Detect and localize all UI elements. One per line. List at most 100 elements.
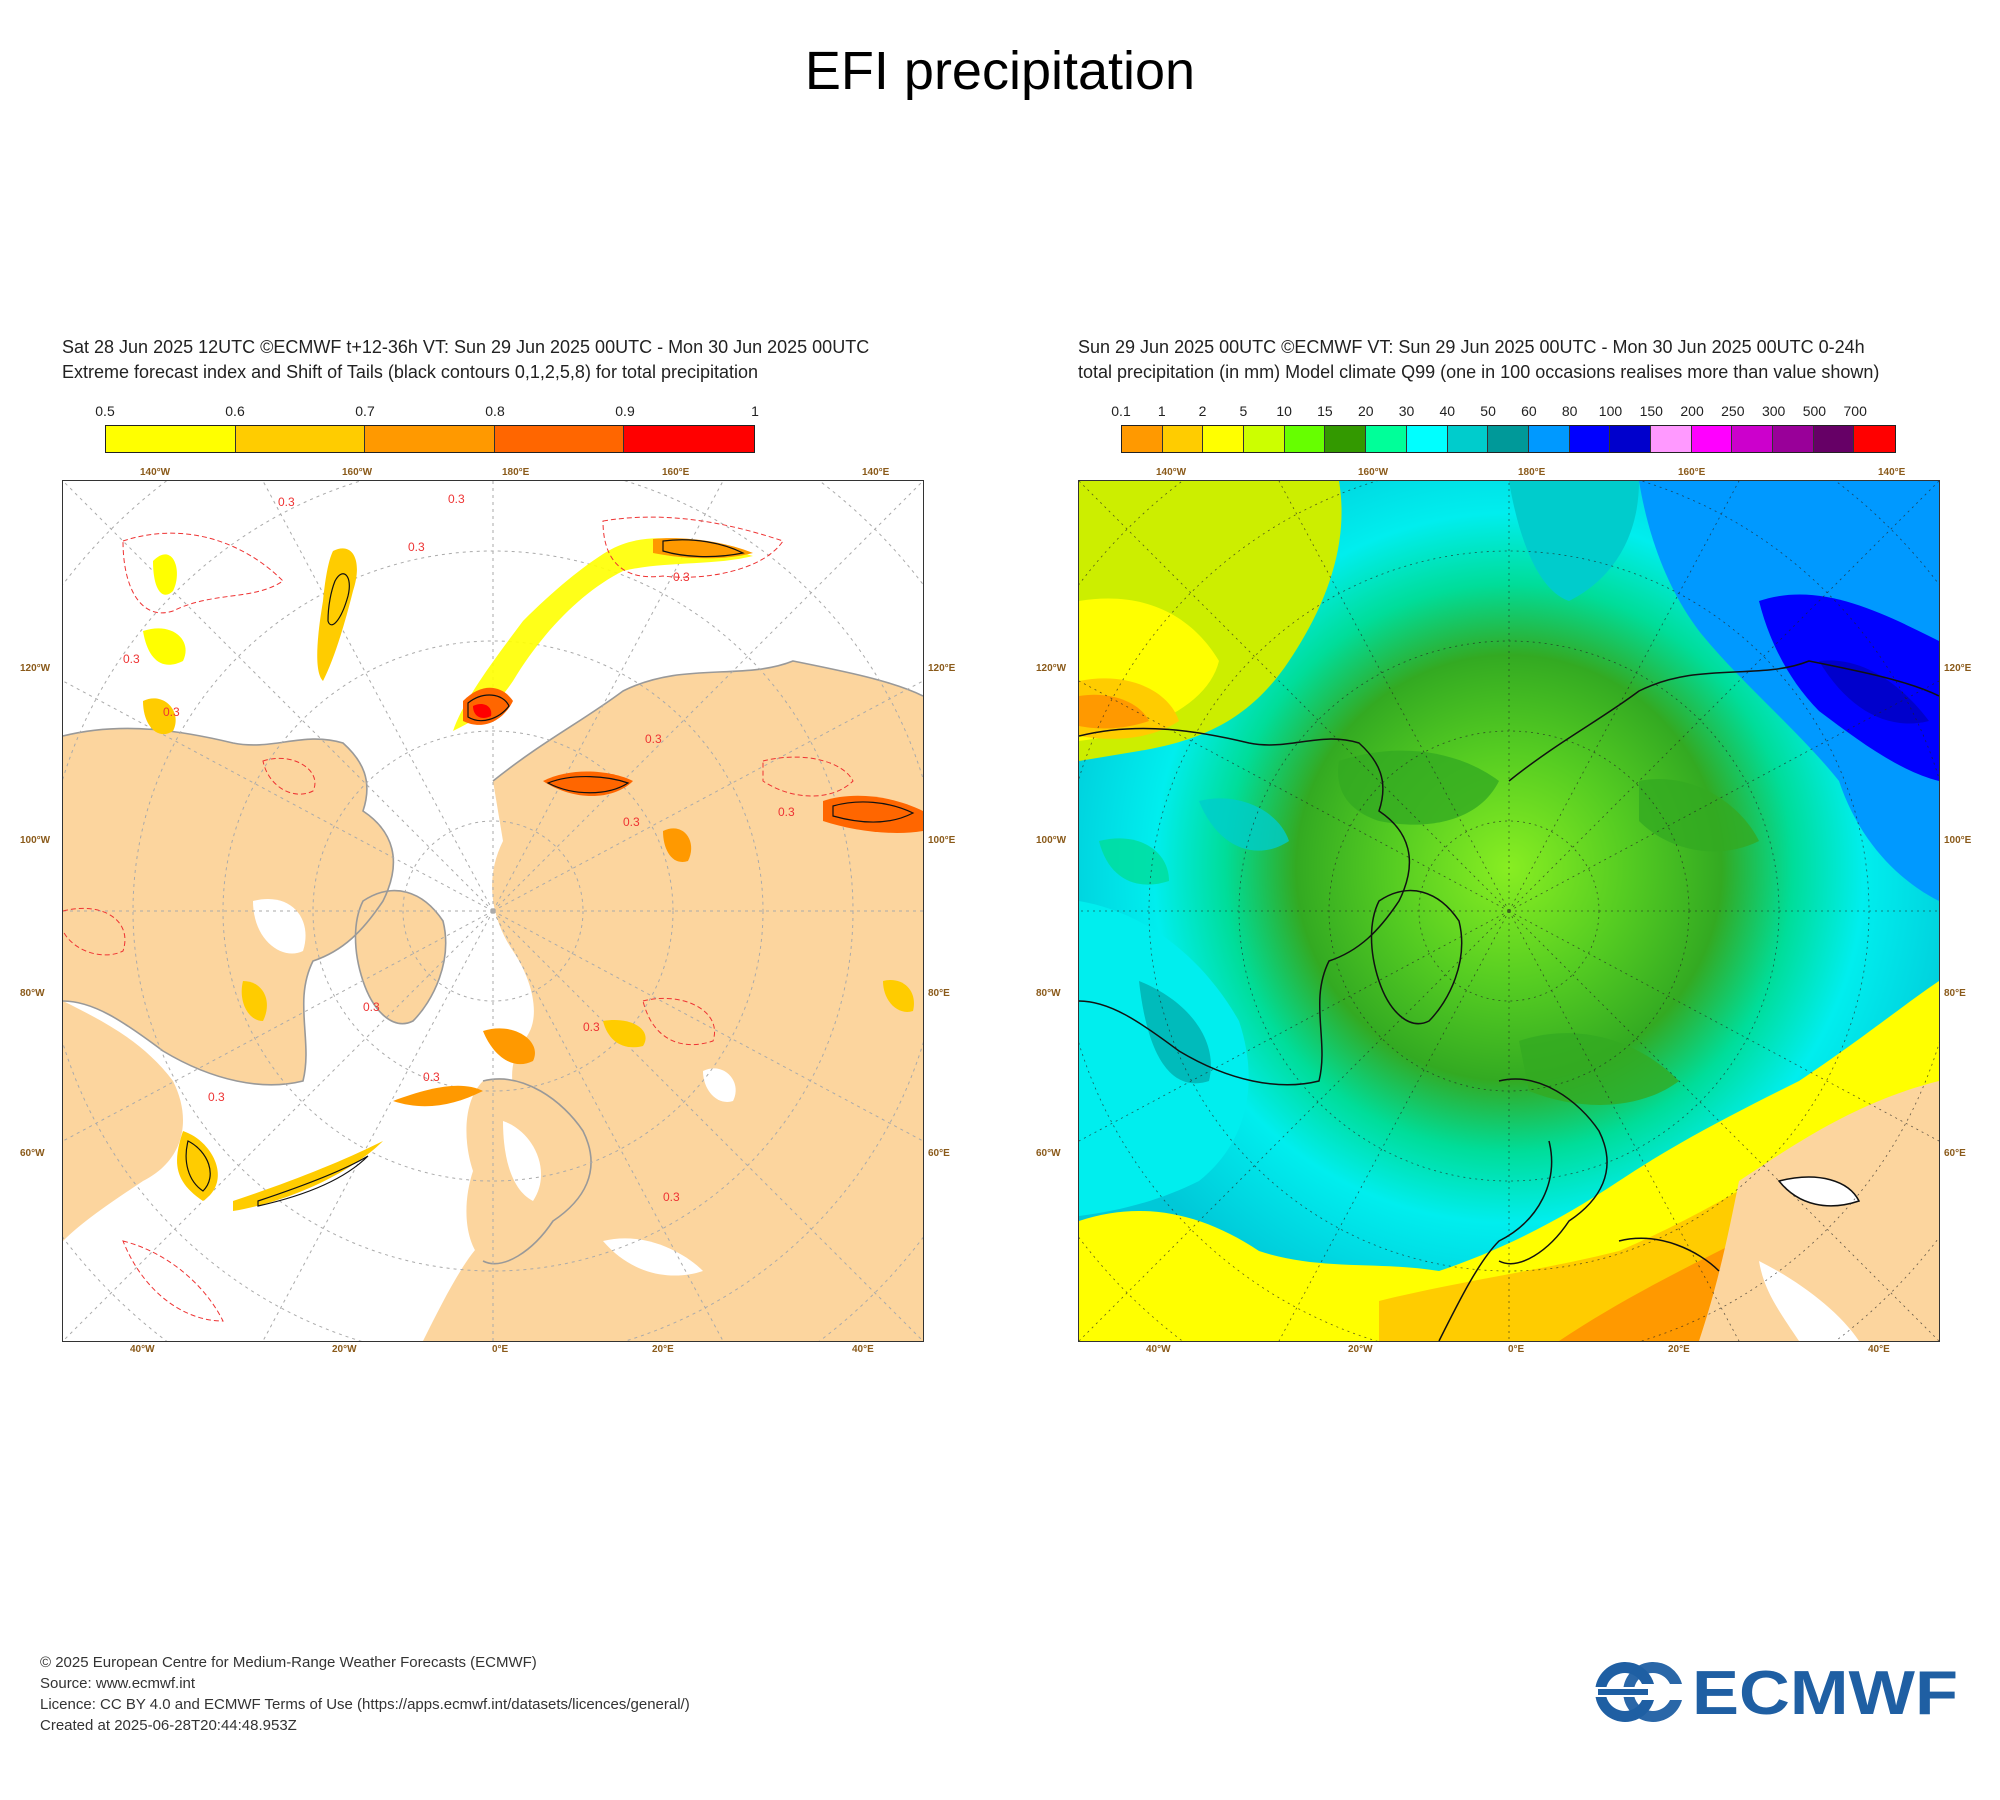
degree-label-right: 80°E (928, 988, 950, 999)
colorbar-label: 300 (1761, 403, 1786, 419)
contour-label: 0.3 (583, 1020, 600, 1034)
contour-label: 0.3 (123, 652, 140, 666)
contour-label: 0.3 (673, 570, 690, 584)
colorbar-label: 0.7 (355, 403, 375, 419)
colorbar-box (1366, 426, 1407, 452)
colorbar-label: 1 (1157, 403, 1166, 419)
colorbar-box (1122, 426, 1163, 452)
efi-map-canvas: 0.3 0.3 0.3 0.3 0.3 0.3 0.3 0.3 0.3 0.3 0.3 0.3 0.3 0… (63, 481, 923, 1341)
colorbar-box (1691, 426, 1733, 452)
degree-label-top: 140°W (1156, 467, 1187, 478)
degree-label-left: 120°W (1036, 663, 1067, 674)
degree-label-bottom: 0°E (492, 1344, 509, 1355)
footer-licence: Licence: CC BY 4.0 and ECMWF Terms of Us… (40, 1696, 690, 1713)
colorbar-box (1773, 426, 1814, 452)
colorbar-label: 1 (751, 403, 759, 419)
efi-colorbar-boxes (105, 425, 755, 453)
degree-label-left: 80°W (1036, 988, 1061, 999)
colorbar-box (1650, 426, 1692, 452)
footer-credits: © 2025 European Centre for Medium-Range … (40, 1652, 690, 1736)
colorbar-box (1528, 426, 1570, 452)
colorbar-label: 0.9 (615, 403, 635, 419)
q99-title-line2: total precipitation (in mm) Model climat… (1078, 362, 1880, 382)
contour-label: 0.3 (208, 1090, 225, 1104)
degree-label-right: 60°E (1944, 1148, 1966, 1159)
degree-label-left: 60°W (1036, 1148, 1061, 1159)
svg-text:ECMWF: ECMWF (1692, 1660, 1958, 1724)
colorbar-box (1813, 426, 1855, 452)
degree-label-right: 120°E (928, 663, 956, 674)
degree-label-top: 180°E (502, 467, 530, 478)
degree-label-left: 120°W (20, 663, 51, 674)
colorbar-label: 15 (1317, 403, 1333, 419)
degree-label-right: 80°E (1944, 988, 1966, 999)
q99-title-line1: Sun 29 Jun 2025 00UTC ©ECMWF VT: Sun 29 … (1078, 337, 1865, 357)
degree-label-left: 80°W (20, 988, 45, 999)
colorbar-label: 20 (1357, 403, 1374, 419)
colorbar-label: 80 (1561, 403, 1578, 419)
colorbar-box (1162, 426, 1204, 452)
contour-label: 0.3 (663, 1190, 680, 1204)
degree-label-top: 180°E (1518, 467, 1546, 478)
footer-created: Created at 2025-06-28T20:44:48.953Z (40, 1717, 297, 1734)
contour-label: 0.3 (278, 495, 295, 509)
degree-label-top: 160°E (1678, 467, 1706, 478)
colorbar-label: 200 (1680, 403, 1704, 419)
footer-source: Source: www.ecmwf.int (40, 1675, 196, 1692)
degree-label-bottom: 20°W (1348, 1344, 1373, 1355)
colorbar-box (1244, 426, 1285, 452)
degree-label-left: 60°W (20, 1148, 45, 1159)
q99-colorbar-boxes (1121, 425, 1896, 453)
colorbar-label: 100 (1598, 403, 1623, 419)
colorbar-box (1447, 426, 1489, 452)
colorbar-label: 0.8 (485, 403, 505, 419)
efi-colorbar: 0.5 0.6 0.7 0.8 0.9 1 (95, 403, 759, 453)
degree-label-top: 160°W (342, 467, 373, 478)
land-north-america-south (63, 1001, 183, 1241)
colorbar-label: 150 (1639, 403, 1663, 419)
ecmwf-logo: ECMWF (1592, 1659, 1962, 1728)
colorbar-box (624, 426, 754, 452)
colorbar-label: 2 (1198, 403, 1207, 419)
degree-label-right: 60°E (928, 1148, 950, 1159)
colorbar-box (365, 426, 495, 452)
contour-label: 0.3 (623, 815, 640, 829)
ecmwf-logo-icon: ECMWF (1592, 1659, 1958, 1728)
degree-label-bottom: 40°W (130, 1344, 155, 1355)
contour-label: 0.3 (163, 705, 180, 719)
degree-label-bottom: 20°E (1668, 1344, 1690, 1355)
colorbar-box (1325, 426, 1367, 452)
degree-label-bottom: 40°E (1868, 1344, 1890, 1355)
colorbar-label: 0.1 (1111, 403, 1131, 419)
contour-label: 0.3 (645, 732, 662, 746)
q99-colorbar-labels: 0.1 1 2 5 10 15 20 30 40 50 60 80 100 150 200 250 300 500… (1111, 403, 1896, 423)
contour-label: 0.3 (778, 805, 795, 819)
colorbar-label: 50 (1480, 403, 1496, 419)
degree-label-top: 160°W (1358, 467, 1389, 478)
degree-label-top: 160°E (662, 467, 690, 478)
degree-label-left: 100°W (20, 835, 51, 846)
q99-panel: Sun 29 Jun 2025 00UTC ©ECMWF VT: Sun 29 … (1036, 335, 1971, 1355)
footer-copyright: © 2025 European Centre for Medium-Range … (40, 1654, 537, 1671)
efi-panel: Sat 28 Jun 2025 12UTC ©ECMWF t+12-36h VT… (20, 335, 955, 1355)
efi-colorbar-labels: 0.5 0.6 0.7 0.8 0.9 1 (95, 403, 759, 423)
colorbar-label: 0.5 (95, 403, 115, 419)
q99-colorbar: 0.1 1 2 5 10 15 20 30 40 50 60 80 100 150 200 250 300 500… (1111, 403, 1896, 453)
degree-label-top: 140°E (1878, 467, 1906, 478)
colorbar-box (494, 426, 625, 452)
degree-label-bottom: 20°W (332, 1344, 357, 1355)
contour-label: 0.3 (448, 492, 465, 506)
colorbar-box (1732, 426, 1773, 452)
colorbar-label: 500 (1802, 403, 1827, 419)
degree-label-left: 100°W (1036, 835, 1067, 846)
colorbar-label: 30 (1398, 403, 1415, 419)
colorbar-box (1610, 426, 1651, 452)
colorbar-box (1488, 426, 1529, 452)
degree-label-bottom: 20°E (652, 1344, 674, 1355)
colorbar-label: 40 (1439, 403, 1456, 419)
degree-label-bottom: 40°E (852, 1344, 874, 1355)
colorbar-box (1569, 426, 1611, 452)
contour-label: 0.3 (423, 1070, 440, 1084)
colorbar-box (1284, 426, 1326, 452)
degree-label-right: 100°E (1944, 835, 1972, 846)
